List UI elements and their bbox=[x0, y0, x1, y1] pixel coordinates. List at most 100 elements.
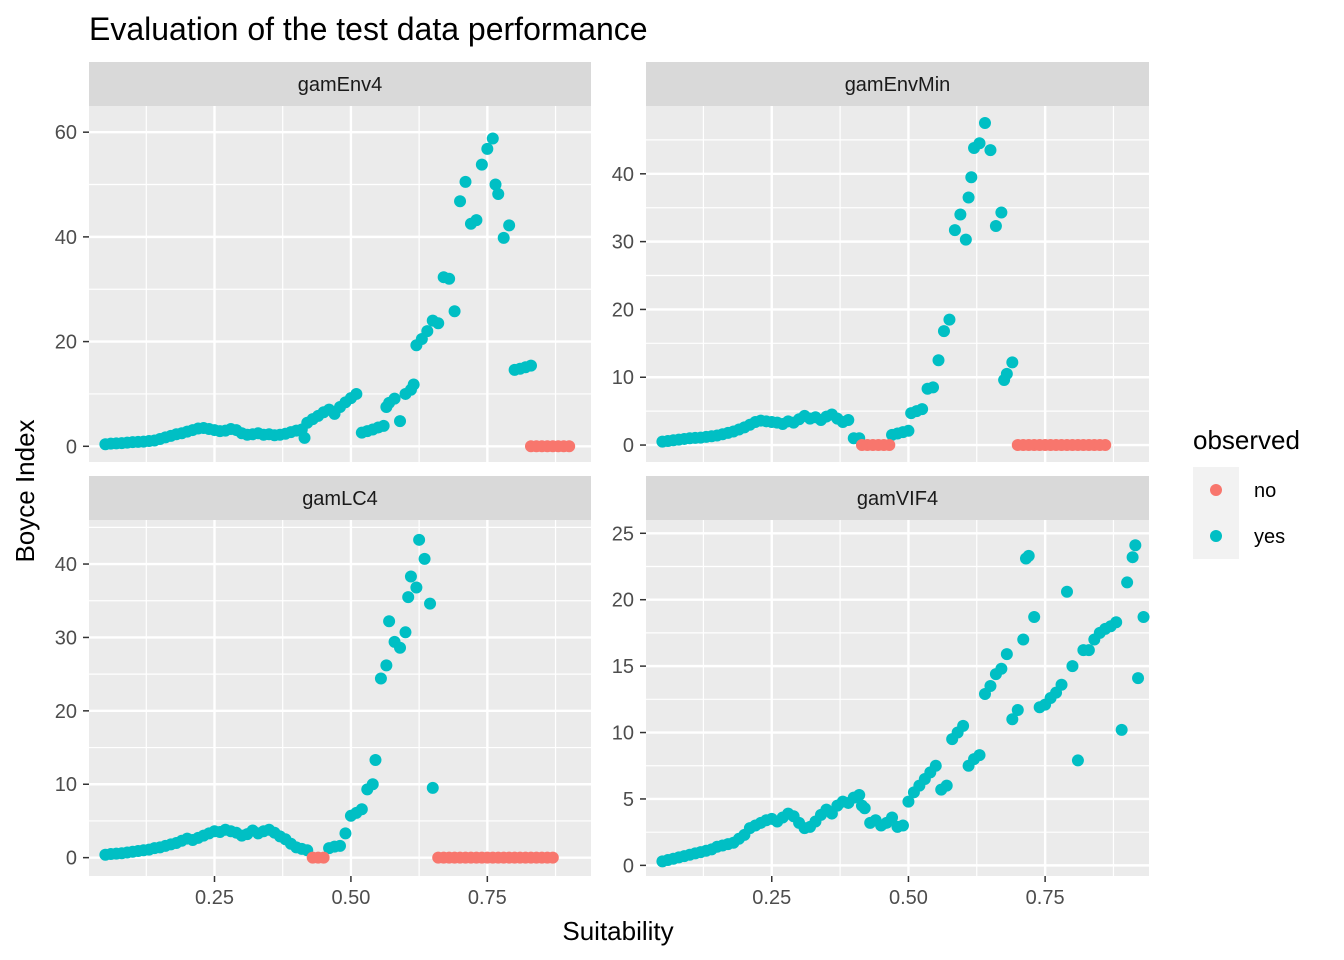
y-tick-label-gamlc4: 40 bbox=[55, 554, 77, 576]
plot-background-gamenvmin bbox=[646, 106, 1149, 462]
x-tick-label-gamvif4: 0.25 bbox=[752, 887, 791, 909]
legend: observed no yes bbox=[1193, 425, 1300, 559]
point-yes-gamlc4 bbox=[366, 778, 379, 791]
point-yes-gamvif4 bbox=[929, 759, 942, 772]
point-yes-gamenvmin bbox=[965, 171, 978, 184]
x-tick-label-gamlc4: 0.75 bbox=[468, 887, 507, 909]
point-yes-gamenv4 bbox=[524, 359, 537, 372]
point-yes-gamenvmin bbox=[989, 220, 1002, 233]
point-yes-gamvif4 bbox=[1082, 644, 1095, 657]
point-yes-gamvif4 bbox=[1017, 633, 1030, 646]
y-tick-label-gamvif4: 25 bbox=[612, 523, 634, 545]
point-no-gamlc4 bbox=[317, 851, 330, 864]
panel-gamlc4: gamLC4 0 10 20 30 40 0.25 0.50 0.75 bbox=[55, 476, 591, 909]
point-yes-gamlc4 bbox=[334, 839, 346, 852]
y-tick-label-gamenv4: 0 bbox=[66, 436, 77, 458]
point-yes-gamvif4 bbox=[1028, 610, 1041, 623]
point-yes-gamenvmin bbox=[943, 313, 956, 326]
x-tick-label-gamlc4: 0.50 bbox=[331, 887, 370, 909]
point-yes-gamlc4 bbox=[426, 781, 439, 794]
point-yes-gamenvmin bbox=[932, 354, 945, 367]
point-yes-gamenv4 bbox=[454, 195, 467, 208]
point-no-gamenvmin bbox=[883, 439, 896, 452]
point-yes-gamenv4 bbox=[492, 187, 505, 200]
point-yes-gamenv4 bbox=[481, 142, 494, 155]
point-yes-gamvif4 bbox=[1129, 539, 1142, 552]
chart-title: Evaluation of the test data performance bbox=[89, 11, 648, 47]
panels: gamEnv4 0 20 40 60 gamEnvMin 0 10 20 30 40 gamLC4 0 1… bbox=[55, 62, 1150, 909]
point-yes-gamenv4 bbox=[432, 317, 445, 330]
panel-gamenv4: gamEnv4 0 20 40 60 bbox=[55, 62, 591, 462]
point-yes-gamlc4 bbox=[418, 552, 431, 565]
legend-title: observed bbox=[1193, 425, 1300, 455]
panel-gamenvmin: gamEnvMin 0 10 20 30 40 bbox=[612, 62, 1149, 462]
y-tick-label-gamenvmin: 20 bbox=[612, 299, 634, 321]
point-yes-gamenvmin bbox=[1006, 356, 1019, 369]
point-yes-gamvif4 bbox=[886, 811, 899, 824]
point-yes-gamvif4 bbox=[1071, 754, 1084, 767]
y-tick-label-gamenvmin: 0 bbox=[623, 435, 634, 457]
point-yes-gamlc4 bbox=[380, 659, 393, 672]
point-no-gamenvmin bbox=[1099, 439, 1112, 452]
point-yes-gamlc4 bbox=[339, 827, 352, 840]
legend-swatch-yes bbox=[1210, 530, 1222, 542]
y-tick-label-gamenv4: 20 bbox=[55, 332, 77, 354]
y-tick-label-gamenvmin: 40 bbox=[612, 164, 634, 186]
point-yes-gamvif4 bbox=[984, 680, 997, 693]
legend-label-no: no bbox=[1254, 480, 1276, 502]
y-tick-label-gamvif4: 5 bbox=[623, 789, 634, 811]
point-yes-gamenvmin bbox=[954, 208, 967, 221]
point-yes-gamenvmin bbox=[995, 206, 1008, 219]
point-yes-gamenvmin bbox=[916, 403, 929, 416]
strip-gamvif4 bbox=[646, 476, 1149, 520]
strip-label-gamvif4: gamVIF4 bbox=[857, 488, 938, 510]
point-yes-gamlc4 bbox=[402, 591, 415, 604]
point-yes-gamenvmin bbox=[1000, 367, 1013, 380]
y-tick-label-gamvif4: 10 bbox=[612, 723, 634, 745]
point-yes-gamenv4 bbox=[489, 178, 502, 191]
y-tick-label-gamvif4: 15 bbox=[612, 656, 634, 678]
point-yes-gamlc4 bbox=[413, 533, 426, 546]
point-yes-gamenvmin bbox=[927, 381, 940, 394]
strip-gamenv4 bbox=[89, 62, 591, 106]
y-axis-title: Boyce Index bbox=[10, 419, 40, 562]
point-yes-gamenv4 bbox=[486, 132, 499, 145]
point-yes-gamlc4 bbox=[410, 581, 423, 594]
legend-label-yes: yes bbox=[1254, 526, 1285, 548]
legend-entries: no yes bbox=[1193, 467, 1285, 559]
point-yes-gamvif4 bbox=[995, 662, 1008, 675]
point-yes-gamvif4 bbox=[1011, 703, 1024, 716]
point-yes-gamvif4 bbox=[1022, 549, 1035, 562]
point-yes-gamvif4 bbox=[1066, 660, 1079, 673]
point-yes-gamvif4 bbox=[973, 749, 986, 762]
point-yes-gamvif4 bbox=[853, 788, 866, 801]
point-yes-gamenv4 bbox=[298, 431, 311, 444]
point-yes-gamlc4 bbox=[355, 803, 368, 816]
y-tick-label-gamenvmin: 10 bbox=[612, 367, 634, 389]
point-yes-gamenvmin bbox=[842, 413, 855, 426]
point-no-gamenv4 bbox=[563, 440, 576, 453]
point-yes-gamvif4 bbox=[1110, 616, 1123, 629]
point-yes-gamvif4 bbox=[1115, 723, 1128, 736]
point-yes-gamvif4 bbox=[1126, 551, 1139, 564]
point-yes-gamlc4 bbox=[369, 754, 382, 767]
point-yes-gamenv4 bbox=[350, 387, 363, 400]
point-yes-gamenv4 bbox=[388, 392, 401, 405]
point-yes-gamenvmin bbox=[984, 144, 997, 157]
x-tick-label-gamlc4: 0.25 bbox=[195, 887, 234, 909]
point-yes-gamenv4 bbox=[377, 419, 390, 432]
point-yes-gamenv4 bbox=[475, 158, 488, 171]
point-yes-gamenvmin bbox=[937, 325, 950, 338]
point-yes-gamvif4 bbox=[1132, 672, 1145, 685]
y-tick-label-gamlc4: 30 bbox=[55, 627, 77, 649]
point-yes-gamvif4 bbox=[902, 795, 915, 808]
point-yes-gamenv4 bbox=[407, 378, 420, 391]
y-tick-label-gamvif4: 0 bbox=[623, 855, 634, 877]
y-tick-label-gamenv4: 40 bbox=[55, 227, 77, 249]
point-yes-gamenv4 bbox=[459, 175, 472, 188]
y-tick-label-gamlc4: 0 bbox=[66, 848, 77, 870]
point-yes-gamlc4 bbox=[383, 615, 396, 628]
y-tick-label-gamlc4: 10 bbox=[55, 774, 77, 796]
y-tick-label-gamenv4: 60 bbox=[55, 122, 77, 144]
